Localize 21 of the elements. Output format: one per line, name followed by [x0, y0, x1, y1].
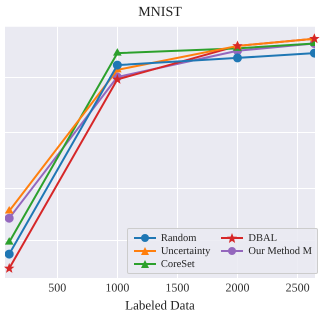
- point: [112, 60, 122, 70]
- chart-title: MNIST: [138, 5, 182, 20]
- legend-label: Uncertainty: [160, 246, 210, 256]
- point: [5, 214, 14, 223]
- x-tick-label: 1000: [105, 280, 130, 294]
- point: [113, 48, 122, 56]
- x-tick-label: 1500: [165, 280, 190, 294]
- legend-label: CoreSet: [160, 258, 195, 270]
- x-axis-title: Labeled Data: [125, 298, 196, 313]
- legend-label: DBAL: [248, 232, 277, 244]
- legend-label: Our Method M: [248, 246, 312, 256]
- point: [309, 33, 320, 44]
- x-tick-label: 500: [48, 280, 66, 294]
- x-tick-label: 2000: [226, 280, 250, 294]
- point: [4, 262, 14, 273]
- x-tick-label: 2500: [286, 280, 310, 294]
- point: [5, 250, 14, 259]
- point: [5, 206, 14, 214]
- point: [5, 238, 14, 245]
- point: [233, 53, 242, 62]
- legend-label: Random: [160, 232, 196, 244]
